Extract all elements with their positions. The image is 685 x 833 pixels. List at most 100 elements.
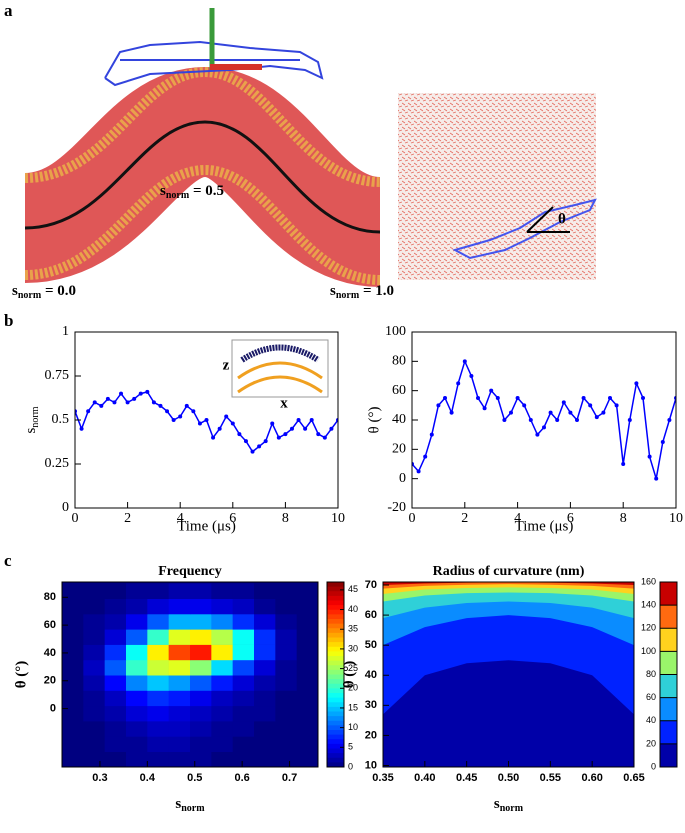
heat-cell (83, 598, 105, 615)
point (322, 435, 327, 440)
x-tick-label: 0.35 (372, 772, 393, 784)
x-tick-label: 0 (409, 511, 416, 526)
heat-cell (275, 613, 297, 630)
heat-cell (62, 644, 84, 661)
colorbar-tick-label: 20 (348, 683, 358, 693)
point (627, 418, 632, 422)
x-tick-label: 4 (177, 511, 184, 526)
x-tick-label: 0.40 (414, 772, 435, 784)
x-tick-label: 0.60 (581, 772, 602, 784)
y-tick-label: 0.25 (45, 456, 70, 471)
colorbar-step (327, 595, 344, 601)
colorbar-band (660, 582, 677, 606)
heat-cell (168, 583, 191, 599)
heat-cell (104, 583, 127, 599)
heat-cell (211, 705, 233, 722)
heat-cell (254, 675, 276, 691)
heat-cell (232, 644, 255, 661)
heat-cell (168, 751, 191, 767)
y-axis-label: θ (°) (366, 407, 382, 434)
heat-cell (62, 583, 84, 599)
y-tick-label: 40 (44, 647, 56, 659)
heat-cell (211, 721, 233, 737)
heat-cell (296, 644, 318, 661)
x-axis-label: snorm (175, 796, 205, 814)
point (621, 462, 626, 466)
colorbar-step (327, 743, 344, 749)
colorbar-step (327, 623, 344, 629)
x-axis-label-sub: norm (181, 803, 205, 814)
point (303, 426, 308, 431)
colorbar-step (327, 716, 344, 722)
heat-cell (211, 736, 233, 752)
heat-cell (126, 675, 148, 691)
colorbar-step (327, 637, 344, 643)
colorbar-frame (326, 581, 345, 768)
heat-cell (254, 583, 276, 599)
heat-cell (104, 644, 127, 661)
heat-cell (296, 675, 318, 691)
x-tick-label: 0.50 (498, 772, 519, 784)
colorbar-step (327, 600, 344, 606)
plot-area (75, 389, 338, 454)
colorbar-step (327, 646, 344, 652)
colorbar-step (327, 711, 344, 717)
heat-cell (275, 583, 297, 599)
colorbar-tick-label: 100 (641, 646, 656, 656)
position-label-sub: norm (18, 290, 42, 301)
point (588, 403, 593, 408)
y-tick-label: 60 (44, 619, 56, 631)
heat-cell (211, 644, 233, 661)
heat-cell (190, 721, 212, 737)
heat-cell (275, 751, 297, 767)
heat-cell (147, 613, 169, 630)
point (469, 374, 474, 378)
point (601, 410, 606, 415)
point (158, 403, 163, 408)
colorbar-step (327, 632, 344, 638)
heat-cell (62, 613, 84, 630)
colorbar-step (327, 628, 344, 634)
position-label: snorm = 1.0 (330, 283, 394, 301)
point (667, 418, 672, 422)
heat-cell (147, 690, 169, 707)
colorbar-step (327, 679, 344, 685)
angle-label: θ (558, 211, 566, 227)
position-label-rest: = 0.5 (189, 183, 224, 199)
y-tick-label: 0.75 (45, 368, 70, 383)
colorbar-step (327, 614, 344, 620)
heat-cell (147, 598, 169, 615)
point (112, 400, 117, 405)
heat-cell (126, 629, 148, 645)
heat-cell (147, 721, 169, 737)
colorbar-step (327, 651, 344, 657)
y-tick-label: 100 (385, 324, 406, 339)
heat-cell (254, 598, 276, 615)
heat-cell (126, 644, 148, 661)
point (132, 396, 137, 401)
heat-cell (296, 736, 318, 752)
x-tick-label: 0.5 (187, 772, 202, 784)
point (197, 421, 202, 426)
position-label-rest: = 0.0 (41, 283, 76, 299)
heat-cell (62, 705, 84, 722)
heat-cell (126, 705, 148, 722)
heat-cell (211, 675, 233, 691)
colorbar-band (660, 628, 677, 652)
inset-x-label: x (280, 395, 288, 411)
heat-cell (147, 736, 169, 752)
colorbar-tick-label: 10 (348, 722, 358, 732)
position-label-base: s (330, 283, 336, 299)
heat-cell (254, 690, 276, 707)
colorbar-band (660, 743, 677, 767)
heat-cell (254, 629, 276, 645)
point (224, 414, 229, 419)
point (119, 391, 124, 396)
point (535, 432, 540, 437)
heat-cell (83, 736, 105, 752)
position-label-sub: norm (336, 290, 360, 301)
heat-cell (296, 705, 318, 722)
point (548, 410, 553, 415)
